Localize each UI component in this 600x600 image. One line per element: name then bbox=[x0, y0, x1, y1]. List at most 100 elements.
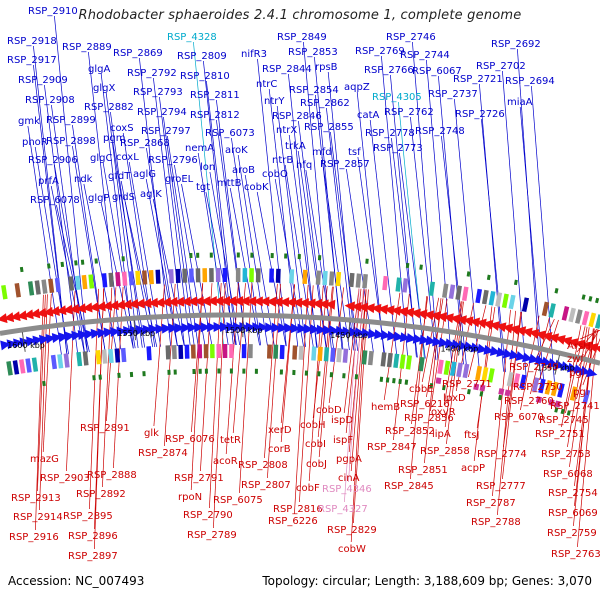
lower-gene-label: pgl bbox=[569, 368, 584, 379]
feature-block-136 bbox=[209, 268, 214, 283]
gene-arrow-117 bbox=[187, 296, 198, 307]
feature-block-267 bbox=[419, 264, 423, 270]
feature-block-209 bbox=[317, 371, 321, 377]
lower-gene-label: RSP_2789 bbox=[187, 530, 237, 541]
gene-arrow-280 bbox=[443, 313, 454, 324]
lower-gene-label: ftsJ bbox=[464, 430, 479, 441]
gene-arrow-108 bbox=[174, 323, 185, 334]
gene-arrow-235 bbox=[364, 303, 375, 314]
upper-gene-label: aqpZ bbox=[344, 82, 370, 93]
gene-arrow-23 bbox=[36, 307, 47, 318]
lower-gene-label: glk bbox=[144, 428, 159, 439]
lower-gene-label: RSP_2745 bbox=[539, 415, 589, 426]
lower-gene-label: RSP_2749 bbox=[509, 362, 559, 373]
upper-gene-label: RSP_2857 bbox=[320, 159, 370, 170]
feature-block-191 bbox=[292, 369, 296, 376]
upper-gene-label: trkA bbox=[285, 141, 306, 152]
feature-block-378 bbox=[566, 410, 571, 416]
label-leader bbox=[72, 124, 106, 351]
feature-block-212 bbox=[323, 347, 330, 362]
gene-arrow-349 bbox=[548, 333, 560, 344]
feature-block-119 bbox=[189, 268, 194, 283]
position-label: 1450 kbp bbox=[330, 331, 368, 340]
lower-gene-label: pgi bbox=[573, 387, 588, 398]
label-leader bbox=[39, 294, 48, 511]
upper-gene-label: RSP_2792 bbox=[127, 68, 177, 79]
upper-gene-label: aglG bbox=[133, 169, 156, 180]
upper-gene-label: RSP_2882 bbox=[84, 102, 134, 113]
upper-gene-label: RSP_2793 bbox=[133, 87, 183, 98]
lower-gene-label: corB bbox=[268, 444, 291, 455]
gene-arrow-307 bbox=[482, 319, 494, 330]
lower-gene-label: RSP_6075 bbox=[213, 495, 263, 506]
upper-gene-label: groEL bbox=[165, 174, 194, 185]
feature-block-225 bbox=[348, 272, 355, 288]
upper-gene-label: RSP_2846 bbox=[272, 111, 322, 122]
gene-arrow-138 bbox=[213, 322, 224, 333]
upper-gene-label: aroB bbox=[232, 165, 255, 176]
label-leader bbox=[330, 131, 359, 351]
upper-gene-label: tsf bbox=[348, 147, 361, 158]
upper-gene-label: RSP_2868 bbox=[120, 138, 170, 149]
gene-arrow-270 bbox=[423, 310, 435, 321]
upper-gene-label: cobK bbox=[244, 182, 269, 193]
gene-arrow-42 bbox=[69, 303, 80, 314]
feature-block-159 bbox=[242, 368, 246, 374]
gene-arrow-116 bbox=[187, 322, 198, 333]
position-label: 1600 kbp bbox=[7, 341, 45, 350]
feature-block-118 bbox=[190, 344, 196, 359]
feature-block-367 bbox=[581, 294, 586, 300]
label-leader bbox=[239, 283, 253, 494]
upper-gene-label: grdS bbox=[112, 192, 135, 203]
upper-gene-label: RSP_6073 bbox=[205, 128, 255, 139]
feature-block-233 bbox=[354, 374, 359, 380]
feature-block-174 bbox=[269, 268, 274, 283]
gene-arrow-249 bbox=[387, 330, 398, 341]
gene-arrow-222 bbox=[344, 301, 355, 312]
feature-block-356 bbox=[561, 306, 570, 321]
gene-arrow-338 bbox=[528, 329, 540, 339]
gene-arrow-245 bbox=[380, 329, 392, 340]
gene-arrow-286 bbox=[444, 338, 456, 349]
lower-gene-label: RSP_2754 bbox=[548, 488, 598, 499]
lower-gene-label: RSP_2888 bbox=[87, 470, 137, 481]
gene-arrow-271 bbox=[419, 334, 430, 345]
gene-arrow-290 bbox=[456, 315, 467, 326]
upper-gene-label: RSP_2899 bbox=[46, 115, 96, 126]
upper-gene-label: RSP_2810 bbox=[180, 71, 230, 82]
label-leader bbox=[299, 285, 314, 503]
lower-gene-label: RSP_2891 bbox=[80, 423, 130, 434]
feature-block-124 bbox=[197, 344, 203, 359]
lower-gene-label: acpP bbox=[461, 463, 485, 474]
feature-block-110 bbox=[178, 344, 184, 359]
feature-block-351 bbox=[538, 378, 546, 394]
gene-arrow-10 bbox=[19, 337, 31, 348]
feature-block-182 bbox=[279, 344, 285, 360]
gene-arrow-318 bbox=[495, 322, 507, 333]
feature-block-2 bbox=[6, 361, 13, 376]
position-label: 1400 kbp bbox=[441, 345, 479, 354]
label-leader bbox=[163, 116, 195, 346]
label-leader bbox=[353, 289, 369, 524]
label-leader bbox=[89, 288, 99, 510]
feature-block-5 bbox=[12, 360, 20, 375]
label-leader bbox=[66, 291, 76, 472]
label-leader bbox=[122, 132, 156, 348]
gene-arrow-26 bbox=[42, 306, 54, 317]
feature-block-58 bbox=[88, 274, 95, 289]
feature-block-67 bbox=[101, 273, 108, 288]
feature-block-237 bbox=[361, 350, 368, 365]
upper-gene-label: RSP_2917 bbox=[7, 55, 57, 66]
gene-arrow-170 bbox=[259, 296, 270, 307]
feature-block-266 bbox=[404, 379, 409, 385]
gene-arrow-144 bbox=[220, 295, 231, 306]
feature-block-115 bbox=[182, 268, 188, 283]
lower-gene-label: RSP_6070 bbox=[494, 412, 544, 423]
upper-gene-label: RSP_2918 bbox=[7, 36, 57, 47]
label-leader bbox=[317, 286, 333, 438]
feature-block-321 bbox=[501, 293, 509, 309]
gene-arrow-4 bbox=[3, 312, 15, 323]
feature-block-359 bbox=[550, 381, 559, 397]
feature-block-340 bbox=[519, 374, 527, 390]
feature-block-373 bbox=[588, 296, 593, 302]
